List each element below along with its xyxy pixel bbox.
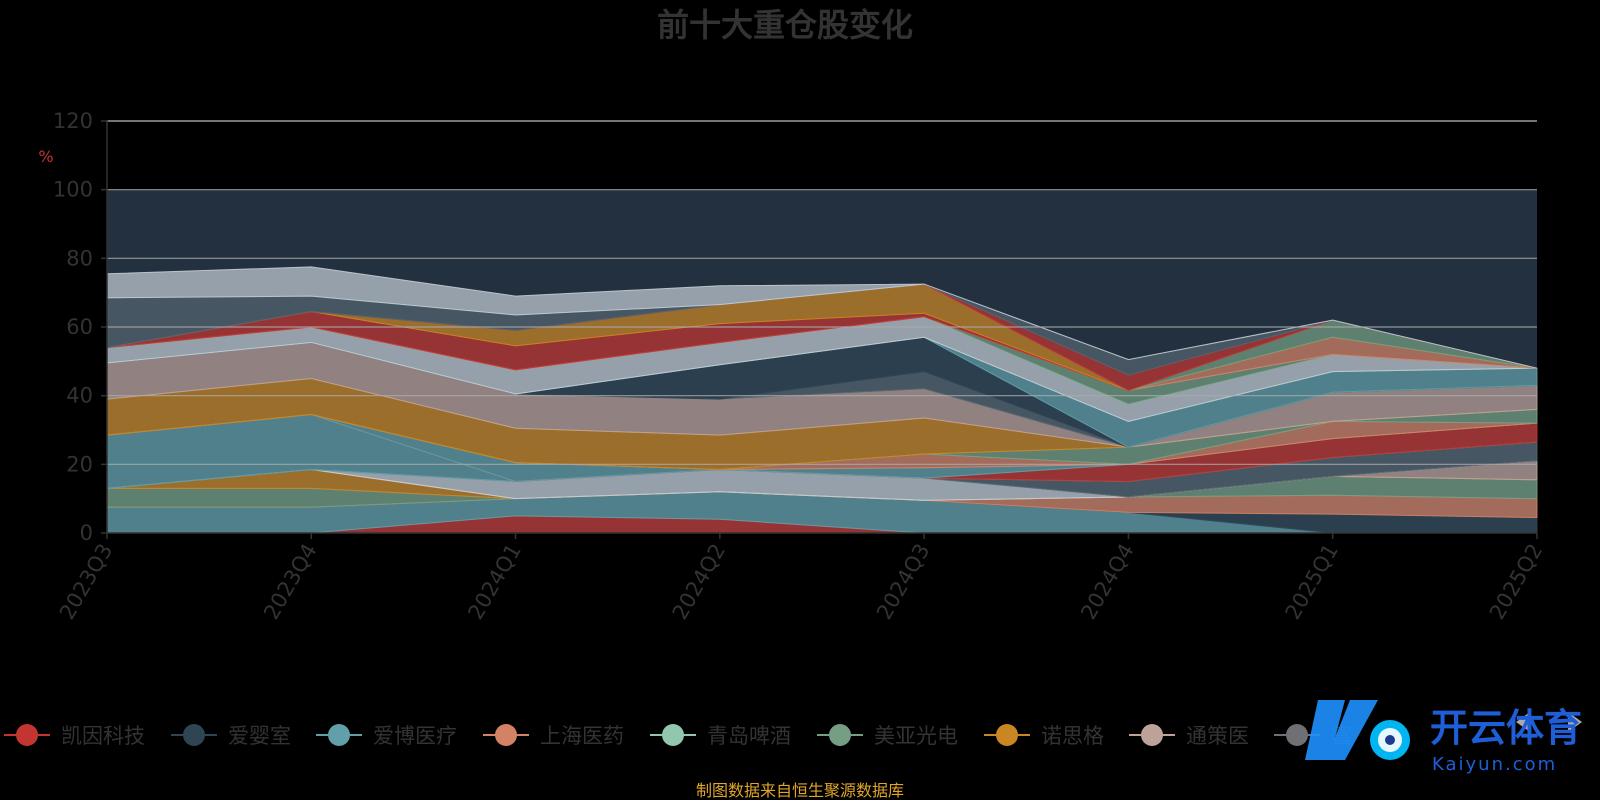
legend-marker-icon xyxy=(662,724,684,746)
legend-item[interactable]: 美亚光电 xyxy=(817,724,958,748)
legend-prev-icon[interactable] xyxy=(1516,712,1530,732)
legend-label: 爱博医疗 xyxy=(373,724,457,748)
chart-title: 前十大重仓股变化 xyxy=(657,6,913,44)
legend-marker-icon xyxy=(183,724,205,746)
ko-logo-icon xyxy=(1305,700,1410,760)
legend-pager[interactable] xyxy=(1516,712,1582,732)
legend-item[interactable]: 通策医 xyxy=(1129,724,1249,748)
x-axis-ticks: 2023Q3 2023Q4 2024Q1 2024Q2 2024Q3 2024Q4 2025… xyxy=(55,533,1547,624)
legend-item[interactable]: 爱婴室 xyxy=(171,724,291,748)
y-tick-label: 120 xyxy=(53,109,93,133)
x-tick-label: 2024Q4 xyxy=(1076,540,1138,624)
legend-label: 美亚光电 xyxy=(874,724,958,748)
x-tick-label: 2023Q4 xyxy=(259,540,321,624)
legend-label: 通策医 xyxy=(1186,724,1249,748)
legend-item[interactable]: 爱博医疗 xyxy=(316,724,457,748)
legend-marker-icon xyxy=(328,724,350,746)
legend-item[interactable]: 诺思格 xyxy=(984,724,1104,748)
y-axis-ticks: 0 20 40 60 80 100 120 xyxy=(53,109,107,545)
area-band xyxy=(106,266,1538,369)
x-tick-label: 2024Q1 xyxy=(463,540,525,624)
watermark-sub: Kaiyun.com xyxy=(1432,754,1557,775)
legend-item[interactable]: 上海医药 xyxy=(483,724,624,748)
legend: 凯因科技爱婴室爱博医疗上海医药青岛啤酒美亚光电诺思格通策医富 xyxy=(4,724,1352,748)
legend-label: 诺思格 xyxy=(1041,724,1104,748)
legend-item[interactable]: 凯因科技 xyxy=(4,724,145,748)
legend-label: 凯因科技 xyxy=(61,724,145,748)
legend-marker-icon xyxy=(996,724,1018,746)
data-source-footer: 制图数据来自恒生聚源数据库 xyxy=(696,781,904,800)
x-tick-label: 2023Q3 xyxy=(55,540,117,624)
legend-label: 爱婴室 xyxy=(228,724,291,748)
legend-marker-icon xyxy=(1286,724,1308,746)
legend-marker-icon xyxy=(829,724,851,746)
y-axis-label: % xyxy=(38,147,53,166)
area-series-layer xyxy=(106,266,1538,534)
grid-lines xyxy=(107,120,1537,465)
legend-marker-icon xyxy=(16,724,38,746)
x-tick-label: 2025Q1 xyxy=(1281,540,1343,624)
legend-marker-icon xyxy=(495,724,517,746)
x-tick-label: 2025Q2 xyxy=(1485,540,1547,624)
y-tick-label: 20 xyxy=(66,452,93,476)
y-tick-label: 80 xyxy=(66,246,93,270)
x-tick-label: 2024Q3 xyxy=(872,540,934,624)
watermark: 开云体育 Kaiyun.com xyxy=(1305,700,1582,775)
legend-item[interactable]: 青岛啤酒 xyxy=(650,724,791,748)
y-tick-label: 100 xyxy=(53,178,93,202)
y-tick-label: 0 xyxy=(80,521,93,545)
x-tick-label: 2024Q2 xyxy=(668,540,730,624)
watermark-brand: 开云体育 xyxy=(1430,706,1582,750)
legend-label: 上海医药 xyxy=(540,724,624,748)
y-tick-label: 60 xyxy=(66,315,93,339)
legend-label: 青岛啤酒 xyxy=(707,724,791,748)
y-tick-label: 40 xyxy=(66,384,93,408)
legend-next-icon[interactable] xyxy=(1568,712,1582,732)
legend-marker-icon xyxy=(1141,724,1163,746)
